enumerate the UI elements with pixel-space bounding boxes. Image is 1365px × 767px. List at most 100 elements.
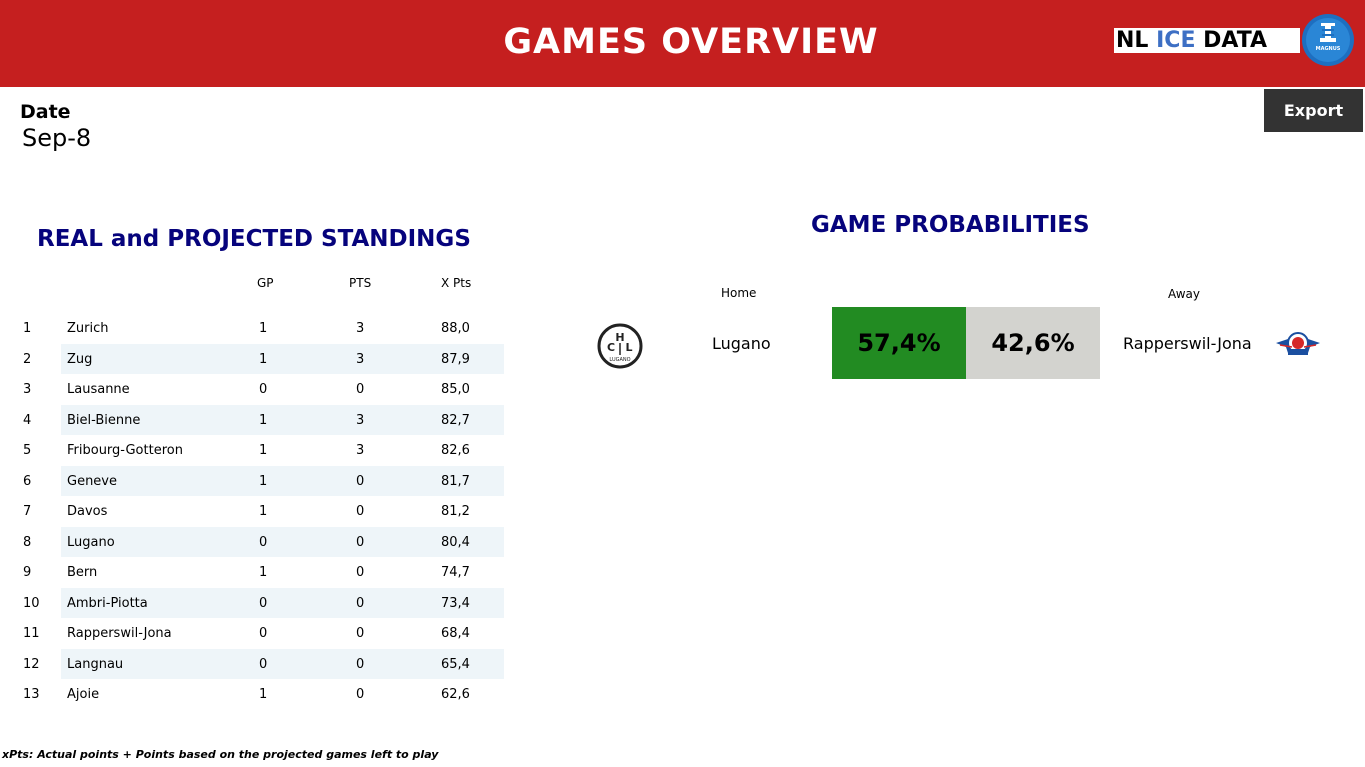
team-cell: Geneve <box>67 473 118 489</box>
xpts-cell: 65,4 <box>441 656 470 672</box>
table-row: 11 Rapperswil-Jona 0 0 68,4 <box>18 618 504 649</box>
home-probability-value: 57,4% <box>857 329 941 357</box>
pts-cell: 0 <box>356 687 365 702</box>
table-row: 12 Langnau 0 0 65,4 <box>18 648 504 679</box>
table-row: 1 Zurich 1 3 88,0 <box>18 313 504 344</box>
logo-letter-h: H <box>615 331 624 344</box>
date-value[interactable]: Sep-8 <box>22 124 92 152</box>
table-row: 4 Biel-Bienne 1 3 82,7 <box>18 404 504 435</box>
nl-ice-data-logo: NL ICE DATA <box>1114 28 1300 53</box>
xpts-cell: 82,7 <box>441 412 470 428</box>
xpts-cell: 87,9 <box>441 351 470 367</box>
xpts-cell: 85,0 <box>441 382 470 397</box>
rank-cell: 2 <box>23 351 32 367</box>
away-team-name: Rapperswil-Jona <box>1123 334 1252 353</box>
table-row: 7 Davos 1 0 81,2 <box>18 496 504 527</box>
column-header-xpts: X Pts <box>441 276 472 290</box>
logo-letter-c: C <box>607 341 615 354</box>
home-probability-bar <box>832 307 966 379</box>
gp-cell: 1 <box>259 321 268 336</box>
team-cell: Zurich <box>67 321 109 336</box>
magnus-cup-icon: MAGNUS <box>1302 14 1354 66</box>
gp-cell: 0 <box>259 595 268 611</box>
rank-cell: 4 <box>23 412 32 428</box>
pts-cell: 0 <box>356 473 365 489</box>
pts-cell: 0 <box>356 595 365 611</box>
column-header-gp: GP <box>257 276 274 290</box>
rank-cell: 1 <box>23 321 32 336</box>
rank-cell: 8 <box>23 534 32 550</box>
team-cell: Bern <box>67 565 98 580</box>
gp-cell: 0 <box>259 534 268 550</box>
team-cell: Ambri-Piotta <box>67 595 148 611</box>
rank-cell: 3 <box>23 382 32 397</box>
logo-word-lugano: LUGANO <box>609 357 630 363</box>
xpts-cell: 80,4 <box>441 534 470 550</box>
xpts-cell: 81,7 <box>441 473 470 489</box>
rank-cell: 5 <box>23 443 32 458</box>
rank-cell: 10 <box>23 595 40 611</box>
gp-cell: 1 <box>259 687 268 702</box>
xpts-cell: 74,7 <box>441 565 470 580</box>
table-row: 8 Lugano 0 0 80,4 <box>18 526 504 557</box>
team-cell: Biel-Bienne <box>67 412 141 428</box>
away-label: Away <box>1168 287 1200 301</box>
team-cell: Langnau <box>67 656 124 672</box>
export-button[interactable]: Export <box>1264 89 1363 132</box>
table-row: 10 Ambri-Piotta 0 0 73,4 <box>18 587 504 618</box>
rank-cell: 13 <box>23 687 40 702</box>
gp-cell: 1 <box>259 473 268 489</box>
team-cell: Rapperswil-Jona <box>67 626 172 641</box>
table-row: 13 Ajoie 1 0 62,6 <box>18 679 504 710</box>
team-cell: Lausanne <box>67 382 130 397</box>
pts-cell: 0 <box>356 626 365 641</box>
gp-cell: 1 <box>259 565 268 580</box>
xpts-cell: 82,6 <box>441 443 470 458</box>
logo-letter-l: L <box>625 341 632 354</box>
team-cell: Zug <box>67 351 93 367</box>
xpts-cell: 62,6 <box>441 687 470 702</box>
column-header-pts: PTS <box>349 276 372 290</box>
pts-cell: 3 <box>356 321 365 336</box>
rank-cell: 12 <box>23 656 40 672</box>
team-cell: Lugano <box>67 534 115 550</box>
gp-cell: 1 <box>259 351 268 367</box>
probabilities-title: GAME PROBABILITIES <box>811 212 1090 238</box>
gp-cell: 0 <box>259 656 268 672</box>
xpts-cell: 73,4 <box>441 595 470 611</box>
xpts-cell: 88,0 <box>441 321 470 336</box>
rapperswil-jona-lakers-logo-icon <box>1276 332 1320 355</box>
table-row: 6 Geneve 1 0 81,7 <box>18 465 504 496</box>
pts-cell: 3 <box>356 351 365 367</box>
table-row: 9 Bern 1 0 74,7 <box>18 557 504 588</box>
gp-cell: 1 <box>259 504 268 519</box>
away-probability-bar <box>966 307 1100 379</box>
team-cell: Davos <box>67 504 108 519</box>
table-row: 2 Zug 1 3 87,9 <box>18 343 504 374</box>
team-cell: Fribourg-Gotteron <box>67 443 183 458</box>
standings-title: REAL and PROJECTED STANDINGS <box>37 226 471 252</box>
hc-lugano-logo-icon: H C L LUGANO <box>597 323 643 369</box>
pts-cell: 0 <box>356 656 365 672</box>
page-title: GAMES OVERVIEW <box>503 22 879 62</box>
gp-cell: 0 <box>259 382 268 397</box>
footnote: xPts: Actual points + Points based on th… <box>2 748 439 761</box>
rank-cell: 9 <box>23 565 32 580</box>
away-probability-value: 42,6% <box>991 329 1075 357</box>
table-row: 5 Fribourg-Gotteron 1 3 82,6 <box>18 435 504 466</box>
gp-cell: 1 <box>259 443 268 458</box>
pts-cell: 0 <box>356 504 365 519</box>
rank-cell: 11 <box>23 626 40 641</box>
rank-cell: 6 <box>23 473 32 489</box>
pts-cell: 0 <box>356 565 365 580</box>
gp-cell: 0 <box>259 626 268 641</box>
standings-table: 1 Zurich 1 3 88,0 2 Zug 1 3 87,9 3 Lausanne 0 0 85,0… <box>18 313 504 710</box>
logo-nl-text: NL <box>1116 28 1149 53</box>
header-bar: GAMES OVERVIEW NL ICE DATA MAGNUS <box>0 0 1365 87</box>
gp-cell: 1 <box>259 412 268 428</box>
home-label: Home <box>721 286 757 300</box>
logo-data-text: DATA <box>1203 28 1268 53</box>
xpts-cell: 68,4 <box>441 626 470 641</box>
rank-cell: 7 <box>23 504 32 519</box>
team-cell: Ajoie <box>67 687 100 702</box>
